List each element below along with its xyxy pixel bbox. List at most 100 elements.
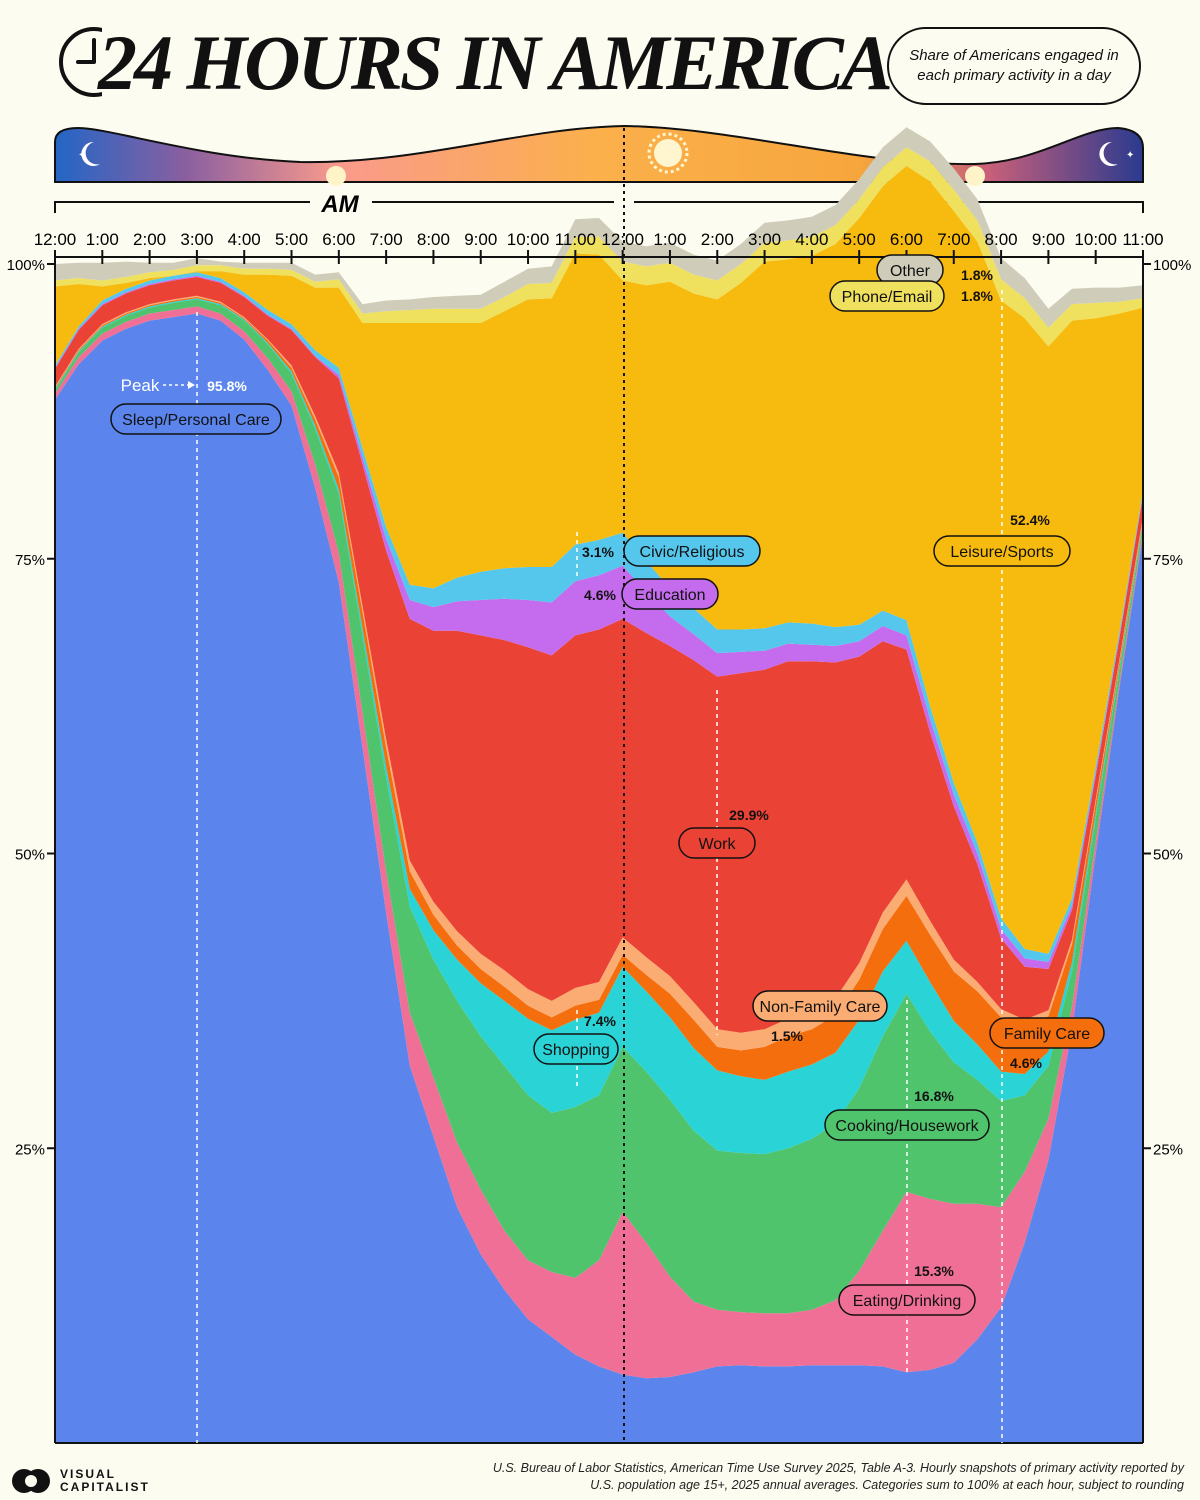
logo-line-2: CAPITALIST [60,1480,150,1494]
moon-icon: ✦ [78,141,100,166]
x-tick-label: 1:00 [86,230,119,249]
series-name: Cooking/Housework [835,1118,979,1135]
series-value: 1.5% [771,1028,803,1044]
series-value: 3.1% [582,544,614,560]
area-shopping [55,298,1143,1155]
area-leisure-sports [55,166,1143,954]
logo-mark-icon [12,1469,50,1493]
x-tick-label: 2:00 [133,230,166,249]
x-tick-label: 5:00 [275,230,308,249]
label-pill [623,535,761,567]
series-name: Shopping [542,1042,610,1059]
peak-label: Peak [121,376,160,395]
x-tick-label: 1:00 [653,230,686,249]
label-pill [621,578,719,610]
label-pill [110,403,282,435]
label-pill [933,535,1071,567]
svg-text:✦: ✦ [78,150,86,161]
area-sleep-personal-care [55,313,1143,1443]
label-eating-drinking: Eating/Drinking 15.3% [838,1263,976,1316]
y-tick-left-label: 25% [15,1141,45,1158]
sun-icon [326,166,346,186]
label-pill [824,1109,990,1141]
y-tick-left-label: 50% [15,847,45,864]
series-name: Other [890,263,931,280]
logo-line-1: VISUAL [60,1467,117,1481]
label-non-family-care: Non-Family Care 1.5% [752,990,888,1044]
x-tick-label: 10:00 [507,230,550,249]
label-leisure-sports: Leisure/Sports 52.4% [933,290,1071,1443]
x-tick-label: 5:00 [843,230,876,249]
x-tick-label: 3:00 [748,230,781,249]
series-value: 95.8% [207,378,247,394]
series-name: Work [698,836,736,853]
series-name: Leisure/Sports [950,544,1053,561]
series-value: 4.6% [584,587,616,603]
x-tick-label: 7:00 [937,230,970,249]
label-civic-religious: Civic/Religious 3.1% [576,532,761,580]
label-pill [752,990,888,1022]
series-name: Sleep/Personal Care [122,412,270,429]
peak-arrowhead-icon [188,381,195,389]
series-name: Eating/Drinking [853,1293,962,1310]
y-tick-left-label: 75% [15,552,45,569]
visual-capitalist-logo: VISUAL CAPITALIST [10,1466,150,1496]
x-tick-label: 9:00 [464,230,497,249]
source-footnote: U.S. Bureau of Labor Statistics, America… [492,1461,1184,1492]
x-tick-label: 2:00 [701,230,734,249]
y-tick-right-label: 50% [1153,847,1183,864]
x-tick-label: 6:00 [890,230,923,249]
label-pill [533,1033,619,1065]
series-name: Education [634,587,705,604]
y-tick-right-label: 100% [1153,257,1191,274]
svg-text:✦: ✦ [1126,150,1134,161]
y-tick-right-label: 25% [1153,1141,1183,1158]
label-pill [838,1284,976,1316]
area-education [55,275,1143,969]
series-value: 7.4% [584,1013,616,1029]
sun-icon [647,132,689,174]
x-tick-label: 7:00 [370,230,403,249]
x-tick-label: 12:00 [34,230,77,249]
am-label: AM [320,191,359,218]
x-tick-label: 3:00 [180,230,213,249]
label-pill [678,827,756,859]
label-work: Work 29.9% [678,690,769,1035]
x-tick-label: 4:00 [228,230,261,249]
x-tick-label: 6:00 [322,230,355,249]
y-tick-right-label: 75% [1153,552,1183,569]
series-value: 4.6% [1010,1055,1042,1071]
series-name: Family Care [1004,1026,1090,1043]
area-work [55,277,1143,1033]
label-pill [829,280,945,312]
series-value: 52.4% [1010,512,1050,528]
series-value: 15.3% [914,1263,954,1279]
series-value: 16.8% [914,1088,954,1104]
x-tick-label: 12:00 [601,230,644,249]
series-name: Non-Family Care [760,999,881,1016]
series-value: 1.8% [961,288,993,304]
label-sleep-personal-care: Sleep/Personal Care 95.8% [110,312,282,1443]
x-tick-label: 8:00 [985,230,1018,249]
moon-icon: ✦ [1099,141,1134,166]
label-pill [989,1017,1105,1049]
series-value: 29.9% [729,807,769,823]
label-shopping: Shopping 7.4% [533,1010,619,1090]
x-tick-label: 4:00 [795,230,828,249]
series-value: 1.8% [961,267,993,283]
area-other [55,127,1143,328]
area-phone-email [55,147,1143,347]
x-tick-label: 8:00 [417,230,450,249]
series-name: Civic/Religious [640,544,745,561]
x-tick-label: 11:00 [555,230,596,249]
series-name: Phone/Email [842,289,933,306]
label-education: Education 4.6% [584,578,719,610]
label-family-care: Family Care 4.6% [989,1017,1105,1071]
area-cooking-housework [55,299,1143,1314]
page-title: 24 HOURS IN AMERICA [98,19,893,106]
x-tick-label: 11:00 [1122,230,1163,249]
y-tick-left-label: 100% [7,257,45,274]
clock-icon [59,27,102,97]
sun-icon [965,166,985,186]
